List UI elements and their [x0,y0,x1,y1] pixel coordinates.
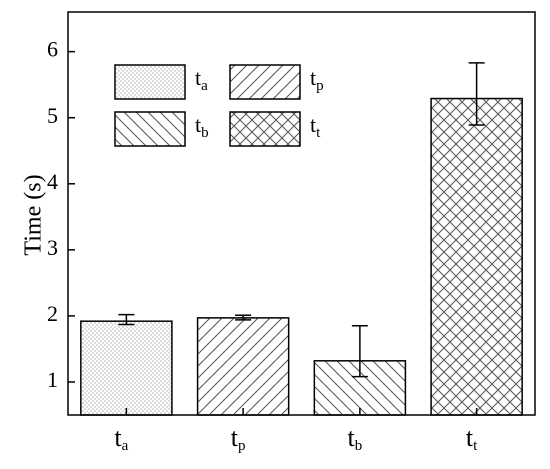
error-bar [235,314,252,321]
y-tick-label: 5 [47,103,58,128]
legend-swatch [114,111,186,147]
bar [430,97,523,416]
legend-label: tb [195,112,209,141]
legend-label-text: t [310,65,316,90]
legend-swatch [229,111,301,147]
x-tick-label-text: t [348,423,356,452]
x-tick-label-sub: a [122,438,129,454]
bar [80,320,173,416]
legend-label-text: t [310,112,316,137]
bar [196,317,290,416]
legend-label-sub: a [201,78,208,94]
y-axis-title: Time (s) [21,174,47,255]
legend-label-sub: p [316,78,324,94]
legend-label: tp [310,65,324,94]
x-tick-label: tp [231,423,246,454]
error-bar [351,325,368,378]
x-tick-label-sub: b [355,438,363,454]
legend-label-text: t [195,65,201,90]
x-tick-label-sub: t [473,438,478,454]
x-tick-label: ta [114,423,128,454]
y-tick-label: 4 [47,169,58,194]
x-tick-label-text: t [114,423,122,452]
legend-label-sub: t [316,125,321,141]
legend-label: ta [195,65,208,94]
legend-label-sub: b [201,125,209,141]
y-tick-label: 6 [47,37,58,62]
error-bar [468,62,485,126]
x-tick-label: tt [466,423,478,454]
y-tick-label: 2 [47,301,58,326]
x-tick-label-sub: p [238,438,246,454]
x-tick-label: tb [348,423,363,454]
legend-swatch [229,64,301,100]
y-tick-label: 1 [47,367,58,392]
legend-swatch [114,64,186,100]
legend-label: tt [310,112,321,141]
x-tick-label-text: t [231,423,239,452]
error-bar [118,313,135,326]
plot-frame [67,11,536,416]
x-tick-label-text: t [466,423,474,452]
legend-label-text: t [195,112,201,137]
y-tick-label: 3 [47,235,58,260]
